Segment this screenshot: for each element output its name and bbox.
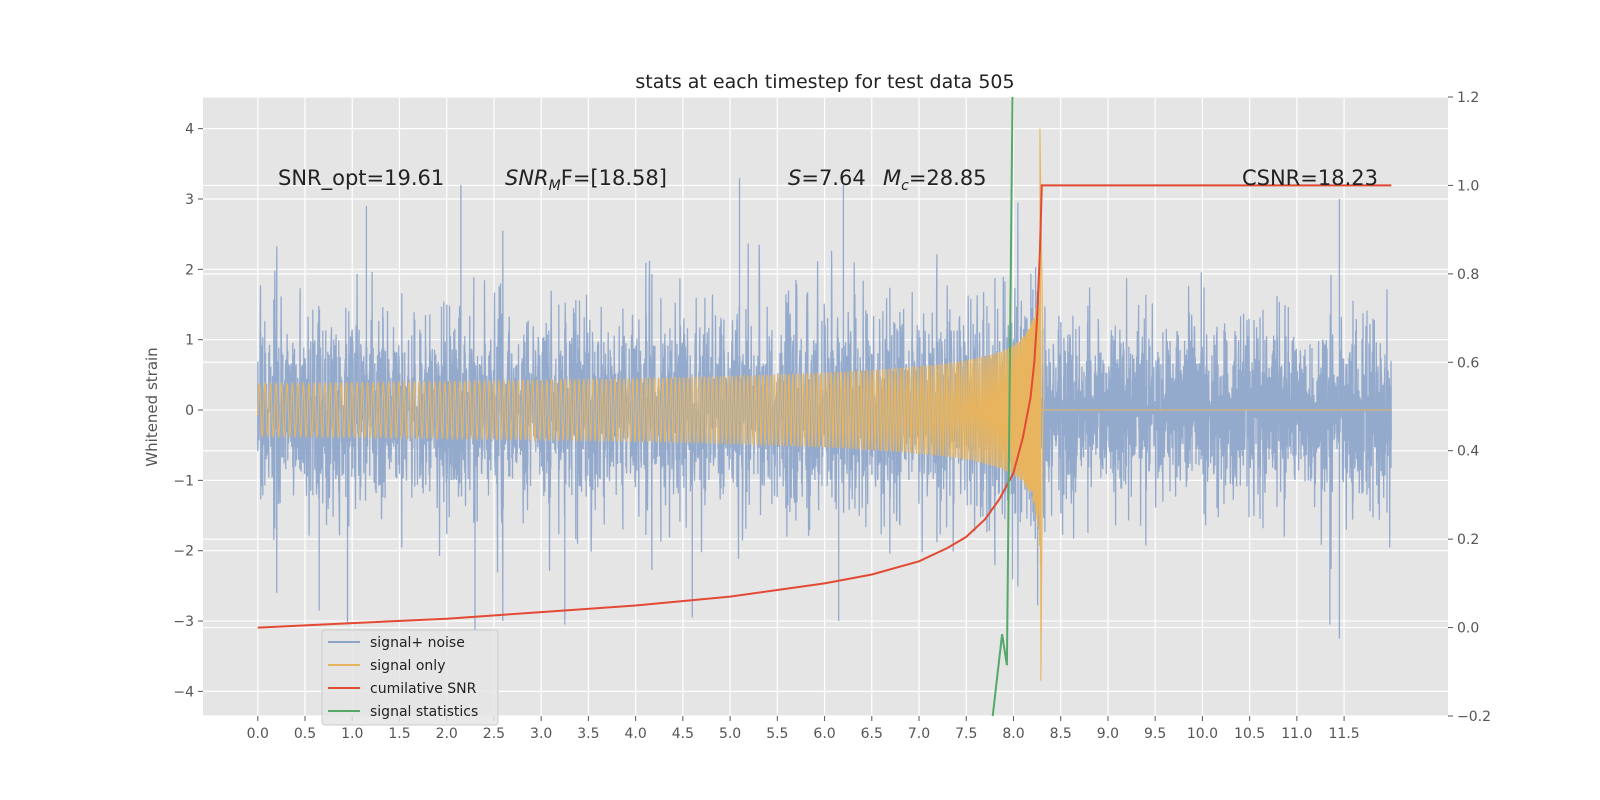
y-tick-label: 3: [185, 192, 194, 208]
y-tick-label: −4: [173, 684, 194, 700]
x-tick-label: 10.0: [1187, 726, 1218, 742]
x-tick-label: 9.5: [1144, 726, 1166, 742]
x-tick-label: 6.5: [861, 726, 883, 742]
y-axis-right: −0.2 0.0 0.2 0.4 0.6 0.8 1.0 1.2: [1448, 90, 1491, 725]
annotation-mc-main: M: [883, 166, 901, 190]
series-signal-statistics: [991, 96, 1014, 717]
line-signal-statistics: [991, 96, 1014, 717]
annotation-s: S=7.64: [788, 166, 866, 190]
x-tick-label: 8.0: [1002, 726, 1024, 742]
x-tick-label: 1.5: [388, 726, 410, 742]
y-tick-label: 4: [185, 122, 194, 138]
x-tick-label: 8.5: [1050, 726, 1072, 742]
legend: signal+ noise signal only cumilative SNR si…: [321, 629, 499, 726]
y-tick-label: 2: [185, 262, 194, 278]
y-right-tick-label: 0.6: [1457, 355, 1479, 371]
x-tick-label: 4.0: [624, 726, 646, 742]
y-tick-label: 1: [185, 333, 194, 349]
legend-label: cumilative SNR: [370, 681, 477, 697]
annotation-csnr: CSNR=18.23: [1242, 166, 1378, 190]
annotation-snr-mf: SNRMF=[18.58]: [505, 166, 667, 194]
y-right-tick-label: 0.4: [1457, 444, 1479, 460]
x-tick-label: 9.0: [1097, 726, 1119, 742]
x-axis: 0.0 0.5 1.0 1.5 2.0 2.5 3.0 3.5 4.0 4.5 5.0 5.5 6.0 6…: [247, 716, 1360, 742]
x-tick-label: 3.0: [530, 726, 552, 742]
y-right-tick-label: 0.0: [1457, 621, 1479, 637]
annotation-snr-mf-rest: F=[18.58]: [561, 166, 667, 190]
annotation-snr-opt: SNR_opt=19.61: [278, 166, 444, 191]
x-tick-label: 3.5: [577, 726, 599, 742]
y-tick-label: 0: [185, 403, 194, 419]
annotation-mc-sub: c: [901, 178, 909, 194]
annotation-s-rest: =7.64: [801, 166, 865, 190]
annotation-s-main: S: [788, 166, 801, 190]
x-tick-label: 4.5: [672, 726, 694, 742]
y-right-tick-label: 0.2: [1457, 532, 1479, 548]
annotation-mc-rest: =28.85: [909, 166, 987, 190]
y-axis-label: Whitened strain: [143, 347, 161, 466]
x-tick-label: 6.0: [813, 726, 835, 742]
y-tick-label: −1: [173, 473, 194, 489]
x-tick-label: 1.0: [341, 726, 363, 742]
series-layer: [257, 96, 1392, 717]
series-cumilative-snr: [257, 184, 1392, 629]
signal-only-line: [257, 128, 1392, 681]
x-tick-label: 11.5: [1329, 726, 1360, 742]
chart-title: stats at each timestep for test data 505: [635, 71, 1014, 93]
x-tick-label: 7.0: [908, 726, 930, 742]
legend-label: signal statistics: [370, 704, 478, 720]
line-cumilative-snr: [257, 184, 1392, 629]
annotations: SNR_opt=19.61 SNRMF=[18.58] S=7.64 Mc=28…: [278, 166, 1378, 194]
y-tick-label: −3: [173, 614, 194, 630]
x-tick-label: 2.5: [483, 726, 505, 742]
y-right-tick-label: 0.8: [1457, 267, 1479, 283]
x-tick-label: 5.5: [766, 726, 788, 742]
annotation-snr-mf-sub: M: [549, 178, 561, 194]
x-tick-label: 7.5: [955, 726, 977, 742]
y-right-tick-label: 1.0: [1457, 178, 1479, 194]
legend-label: signal only: [370, 658, 445, 674]
y-tick-label: −2: [173, 544, 194, 560]
legend-label: signal+ noise: [370, 635, 465, 651]
x-tick-label: 11.0: [1281, 726, 1312, 742]
legend-box: [321, 629, 499, 726]
annotation-snr-mf-main: SNR: [505, 166, 549, 190]
y-right-tick-label: −0.2: [1457, 709, 1491, 725]
x-tick-label: 5.0: [719, 726, 741, 742]
x-tick-label: 0.5: [294, 726, 316, 742]
x-tick-label: 10.5: [1234, 726, 1265, 742]
x-tick-label: 0.0: [247, 726, 269, 742]
series-signal-only: [257, 128, 1392, 681]
annotation-mc: Mc=28.85: [883, 166, 987, 194]
x-tick-label: 2.0: [436, 726, 458, 742]
y-right-tick-label: 1.2: [1457, 90, 1479, 106]
y-axis-left: −4 −3 −2 −1 0 1 2 3 4: [173, 122, 203, 700]
